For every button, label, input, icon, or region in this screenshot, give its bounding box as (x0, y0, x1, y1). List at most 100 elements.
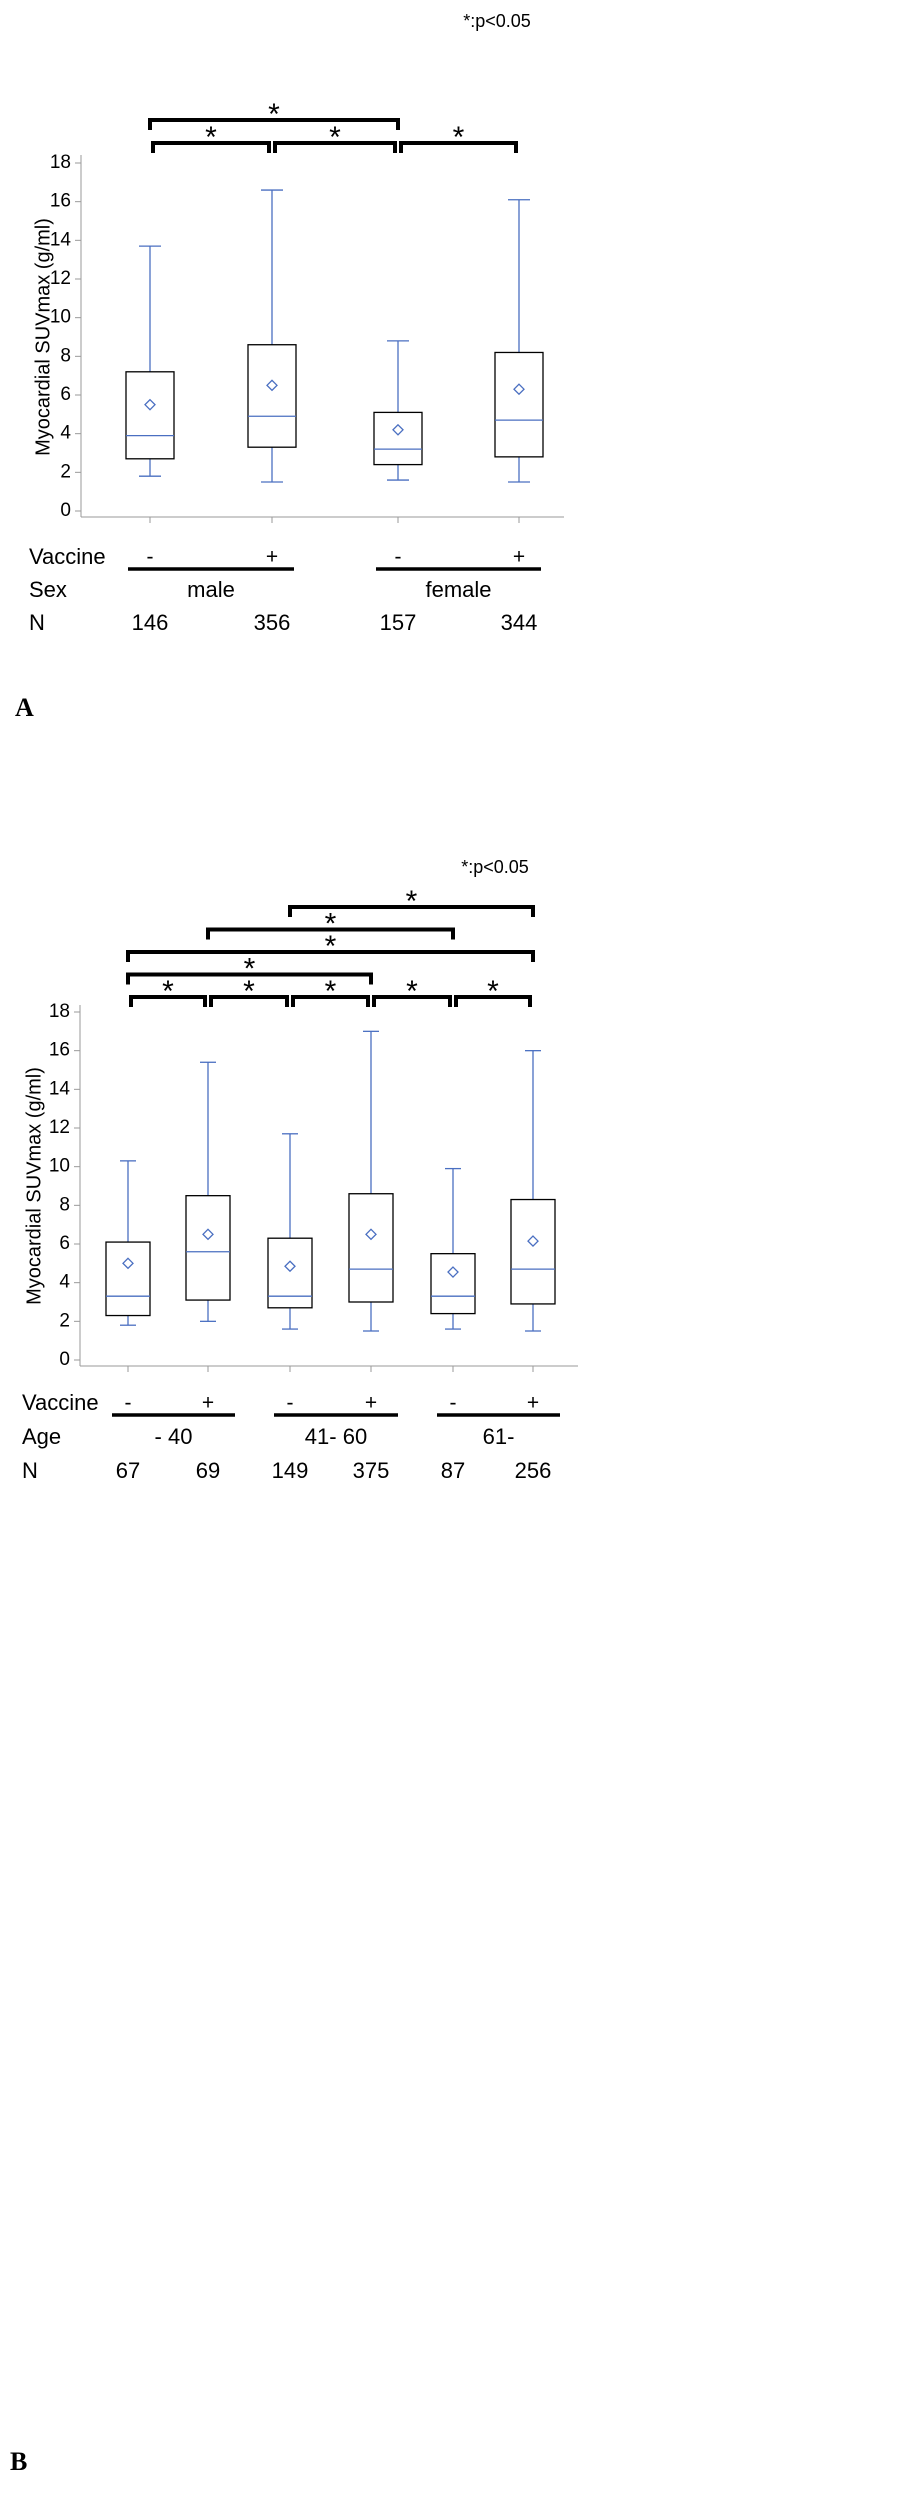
vaccine-status-label: - (147, 546, 154, 569)
significance-bracket (273, 141, 397, 153)
vaccine-status-label: + (365, 1392, 377, 1415)
group-label: 61- (483, 1424, 515, 1449)
box-iqr (430, 1253, 476, 1315)
n-count-label: 146 (132, 610, 169, 635)
vaccine-status-label: - (395, 546, 402, 569)
significance-asterisk: * (453, 121, 465, 154)
panel-letter: B (10, 2447, 27, 2476)
y-tick-label: 6 (60, 384, 71, 405)
box-iqr (185, 1195, 231, 1301)
mean-marker (365, 1228, 377, 1241)
n-count-label: 149 (272, 1458, 309, 1483)
n-count-label: 356 (254, 610, 291, 635)
n-count-label: 87 (441, 1458, 465, 1483)
p-value-note: *:p<0.05 (461, 857, 529, 877)
y-tick-label: 12 (49, 1117, 70, 1138)
y-tick-label: 16 (50, 191, 71, 212)
group-label: 41- 60 (305, 1424, 367, 1449)
mean-marker (447, 1266, 459, 1278)
significance-bracket (209, 995, 289, 1007)
vaccine-status-label: - (287, 1392, 294, 1415)
significance-bracket (288, 905, 535, 917)
box-iqr (373, 411, 423, 466)
vaccine-status-label: + (202, 1392, 214, 1415)
vaccine-status-label: + (266, 546, 278, 569)
significance-asterisk: * (325, 908, 337, 941)
significance-asterisk: * (325, 975, 337, 1008)
vaccine-status-label: - (450, 1392, 457, 1415)
row-label-n: N (29, 610, 45, 635)
significance-bracket (126, 950, 535, 962)
n-count-label: 67 (116, 1458, 140, 1483)
n-count-label: 256 (515, 1458, 552, 1483)
significance-asterisk: * (406, 975, 418, 1008)
mean-marker (284, 1260, 296, 1273)
significance-bracket (291, 995, 370, 1007)
y-tick-label: 10 (50, 307, 71, 328)
y-tick-label: 2 (60, 461, 71, 482)
mean-marker (513, 383, 525, 396)
significance-bracket (206, 927, 455, 940)
significance-asterisk: * (329, 121, 341, 154)
n-count-label: 344 (501, 610, 538, 635)
significance-asterisk: * (487, 975, 499, 1008)
row-label-group: Age (22, 1424, 61, 1449)
y-tick-label: 18 (49, 1001, 70, 1022)
mean-marker (144, 398, 156, 411)
significance-bracket (126, 972, 373, 985)
mean-marker (392, 423, 404, 436)
n-count-label: 69 (196, 1458, 220, 1483)
mean-marker (202, 1228, 214, 1241)
group-label: - 40 (155, 1424, 193, 1449)
box-iqr (105, 1241, 151, 1317)
y-axis-label: Myocardial SUVmax (g/ml) (23, 1067, 45, 1305)
row-label-vaccine: Vaccine (29, 544, 106, 569)
box-iqr (247, 344, 297, 448)
significance-bracket (454, 995, 532, 1007)
vaccine-status-label: - (125, 1392, 132, 1415)
box-iqr (267, 1237, 313, 1309)
significance-asterisk: * (325, 930, 337, 963)
y-tick-label: 8 (60, 345, 71, 366)
mean-marker (266, 379, 278, 392)
mean-marker (122, 1257, 134, 1270)
y-tick-label: 4 (59, 1272, 70, 1293)
box-iqr (348, 1193, 394, 1303)
y-tick-label: 8 (59, 1194, 70, 1215)
y-tick-label: 14 (49, 1078, 71, 1099)
n-count-label: 375 (353, 1458, 390, 1483)
y-axis-label: Myocardial SUVmax (g/ml) (32, 218, 54, 456)
y-tick-label: 4 (60, 423, 71, 444)
y-tick-label: 2 (59, 1310, 70, 1331)
significance-bracket (372, 995, 452, 1007)
significance-bracket (399, 141, 518, 153)
significance-asterisk: * (205, 121, 217, 154)
significance-asterisk: * (406, 885, 418, 918)
y-tick-label: 10 (49, 1156, 70, 1177)
mean-marker (527, 1235, 539, 1248)
y-tick-label: 16 (49, 1040, 70, 1061)
vaccine-status-label: + (513, 546, 525, 569)
y-tick-label: 18 (50, 152, 71, 173)
panel-letter: A (15, 693, 34, 722)
box-iqr (510, 1198, 556, 1305)
box-iqr (494, 351, 544, 458)
box-iqr (125, 371, 175, 460)
y-tick-label: 6 (59, 1233, 70, 1254)
row-label-group: Sex (29, 577, 67, 602)
significance-bracket (129, 995, 207, 1007)
y-tick-label: 12 (50, 268, 71, 289)
significance-bracket (148, 118, 400, 130)
significance-asterisk: * (243, 975, 255, 1008)
y-tick-label: 14 (50, 229, 72, 250)
p-value-note: *:p<0.05 (463, 11, 531, 31)
y-tick-label: 0 (60, 500, 71, 521)
significance-bracket (151, 141, 271, 153)
group-label: female (425, 577, 491, 602)
row-label-n: N (22, 1458, 38, 1483)
significance-asterisk: * (162, 975, 174, 1008)
significance-asterisk: * (268, 98, 280, 131)
vaccine-status-label: + (527, 1392, 539, 1415)
n-count-label: 157 (380, 610, 417, 635)
